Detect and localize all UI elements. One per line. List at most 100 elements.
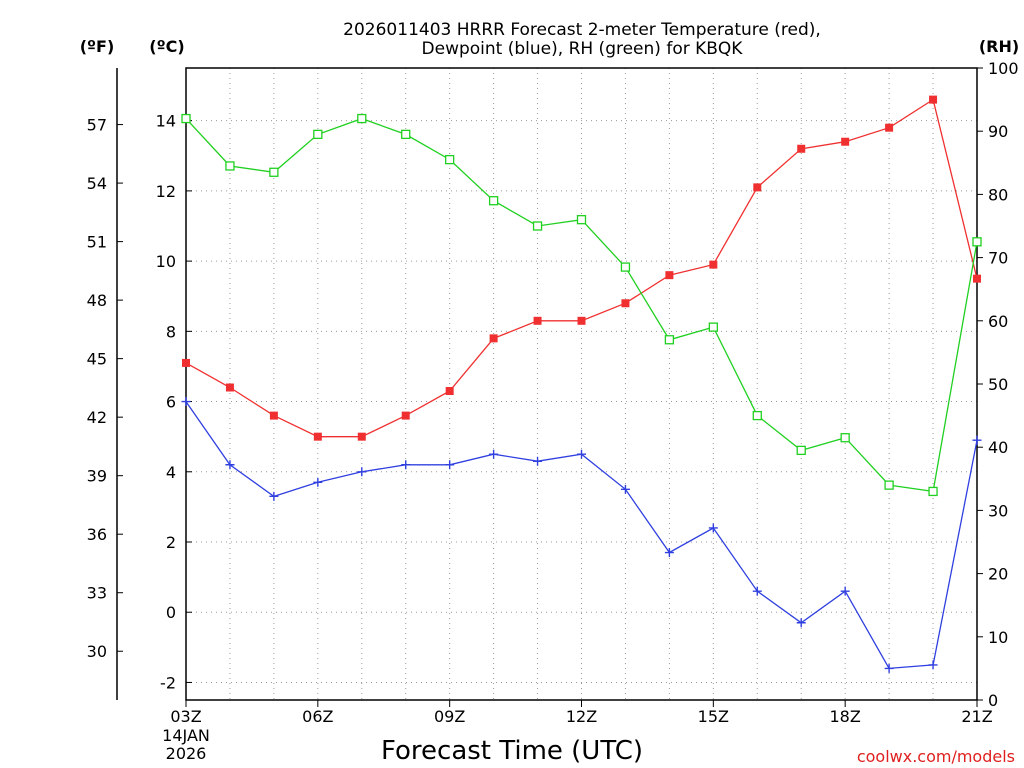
axes: 30 33 36 39 42 45 48 51 54 57 -2 0 2 4 6 8 10 12 14 0 10 20 30… — [87, 59, 1019, 726]
dewpoint-point — [533, 456, 543, 466]
dewpoint-point — [401, 460, 411, 470]
f-tick-label: 30 — [87, 642, 107, 661]
rh-point — [445, 154, 455, 165]
rh-tick-label: 70 — [988, 249, 1008, 268]
x-tick-label: 09Z — [434, 707, 465, 726]
rh-point — [796, 445, 806, 456]
rh-point — [576, 215, 587, 225]
rh-point — [840, 433, 850, 443]
dewpoint-point — [357, 467, 367, 477]
rh-tick-label: 10 — [988, 628, 1008, 647]
temperature-point — [709, 260, 718, 269]
temperature-point — [489, 334, 498, 343]
rh-point — [225, 161, 235, 171]
rh-point — [269, 167, 279, 177]
rh-point — [884, 480, 894, 490]
f-tick-label: 45 — [87, 350, 107, 369]
temperature-point — [665, 271, 674, 280]
date-label-year: 2026 — [166, 744, 207, 763]
rh-point — [181, 113, 191, 124]
series-line — [185, 117, 978, 493]
rh-point — [620, 262, 631, 272]
rh-tick-label: 20 — [988, 565, 1008, 584]
dewpoint-point — [972, 435, 982, 445]
x-axis-label: Forecast Time (UTC) — [381, 736, 643, 766]
rh-point — [357, 113, 367, 124]
x-tick-label: 21Z — [961, 707, 992, 726]
c-tick-label: 2 — [166, 533, 176, 552]
temperature-point — [577, 316, 586, 325]
temperature-point — [753, 183, 762, 192]
x-tick-label: 03Z — [170, 707, 201, 726]
temperature-point — [225, 383, 234, 392]
x-tick-label: 18Z — [830, 707, 861, 726]
c-tick-label: 14 — [156, 112, 176, 131]
rh-point — [313, 129, 323, 140]
temperature-point — [269, 411, 278, 420]
rh-tick-label: 40 — [988, 438, 1008, 457]
rh-point — [752, 410, 762, 421]
f-tick-label: 48 — [87, 291, 107, 310]
date-label-day: 14JAN — [162, 726, 210, 745]
dewpoint-point — [489, 449, 499, 459]
dewpoint-point — [445, 460, 455, 470]
temperature-point — [885, 123, 894, 132]
c-tick-label: 10 — [156, 252, 176, 271]
x-tick-label: 06Z — [302, 707, 333, 726]
rh-tick-label: 50 — [988, 375, 1008, 394]
c-tick-label: 8 — [166, 322, 176, 341]
dewpoint-point — [752, 586, 762, 596]
rh-point — [664, 335, 675, 345]
unit-rh: (RH) — [979, 37, 1019, 56]
dewpoint-point — [708, 523, 718, 533]
rh-tick-label: 100 — [988, 59, 1019, 78]
f-tick-label: 54 — [87, 174, 107, 193]
c-tick-label: 4 — [166, 463, 176, 482]
dewpoint-point — [577, 449, 586, 459]
temperature-point — [973, 274, 981, 283]
x-tick-label: 12Z — [566, 707, 597, 726]
chart-title-line2: Dewpoint (blue), RH (green) for KBQK — [422, 39, 744, 59]
unit-celsius: (ºC) — [149, 37, 184, 56]
dewpoint-point — [181, 397, 191, 407]
temperature-point — [401, 411, 410, 420]
rh-point — [972, 237, 982, 247]
rh-point — [401, 129, 411, 140]
temperature-point — [533, 316, 542, 325]
dewpoint-point — [620, 484, 630, 494]
dewpoint-point — [269, 491, 279, 501]
f-tick-label: 39 — [87, 467, 107, 486]
temperature-point — [929, 95, 938, 104]
temperature-point — [182, 358, 190, 367]
c-tick-label: 0 — [166, 603, 176, 622]
unit-fahrenheit: (ºF) — [80, 37, 115, 56]
rh-tick-label: 0 — [988, 691, 998, 710]
rh-point — [532, 221, 543, 231]
f-tick-label: 33 — [87, 584, 107, 603]
dewpoint-point — [664, 548, 674, 558]
temperature-point — [621, 299, 630, 308]
grid — [186, 68, 977, 700]
rh-tick-label: 30 — [988, 501, 1008, 520]
dewpoint-point — [796, 618, 806, 628]
chart-title-line1: 2026011403 HRRR Forecast 2-meter Tempera… — [343, 20, 821, 40]
dewpoint-point — [225, 460, 235, 470]
f-tick-label: 51 — [87, 233, 107, 252]
x-tick-label: 15Z — [698, 707, 729, 726]
credit-text: coolwx.com/models — [857, 747, 1015, 766]
c-tick-label: 12 — [156, 182, 176, 201]
rh-point — [708, 322, 718, 332]
rh-point — [488, 196, 499, 206]
f-tick-label: 42 — [87, 408, 107, 427]
rh-tick-label: 90 — [988, 122, 1008, 141]
c-tick-label: -2 — [160, 673, 176, 692]
c-tick-label: 6 — [166, 393, 176, 412]
temperature-point — [797, 144, 806, 153]
f-tick-label: 57 — [87, 116, 107, 135]
series-markers — [181, 95, 982, 673]
temperature-point — [841, 137, 850, 146]
rh-tick-label: 60 — [988, 312, 1008, 331]
rh-point — [928, 486, 938, 497]
dewpoint-point — [884, 663, 894, 673]
